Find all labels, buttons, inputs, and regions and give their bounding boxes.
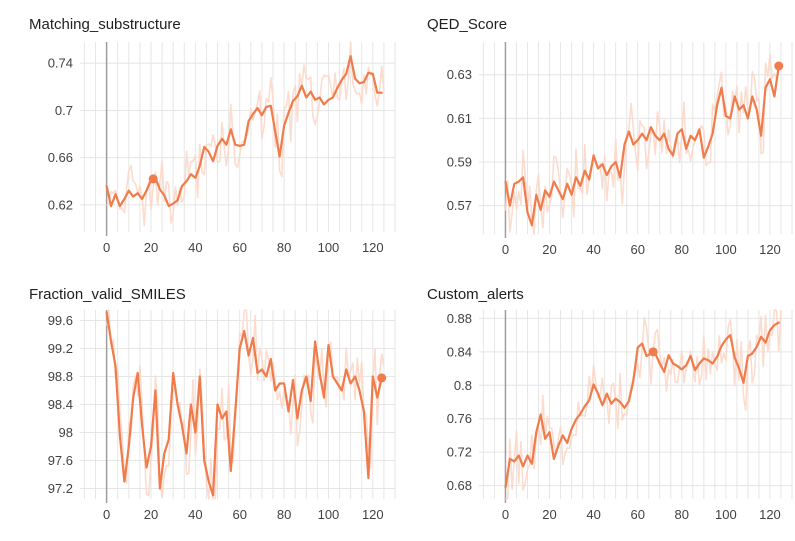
chart-svg: 0.74 0.7 0.66 0.62 0 20 40 60 80 100 120 [48,41,396,255]
y-tick-label: 98.4 [48,397,73,412]
x-tick-label: 40 [188,240,202,255]
y-tick-label: 0.57 [447,198,472,213]
y-tick-label: 0.8 [454,378,472,393]
x-tick-label: 60 [232,240,246,255]
x-tick-label: 0 [502,242,509,257]
x-tick-label: 60 [630,507,644,522]
y-tick-label: 98 [59,425,73,440]
chart-panel-qed-score: QED_Score 0.63 0.61 0.59 0.57 0 20 40 60 80 100 12… [397,0,794,270]
y-tick-label: 97.6 [48,453,73,468]
series-line [504,321,780,489]
y-tick-label: 0.66 [48,150,73,165]
x-tick-label: 80 [277,507,291,522]
x-tick-label: 80 [675,507,689,522]
x-tick-label: 100 [318,507,340,522]
y-tick-label: 0.63 [447,67,472,82]
data-point-marker [148,174,158,184]
y-tick-label: 0.62 [48,197,73,212]
x-tick-label: 100 [318,240,340,255]
chart-panel-fraction-valid-smiles: Fraction_valid_SMILES 99.6 99.2 98.8 98.4 98… [0,270,397,540]
x-tick-label: 100 [715,242,737,257]
x-tick-label: 100 [715,507,737,522]
data-point-marker [648,347,658,357]
x-tick-label: 120 [362,240,384,255]
y-tick-label: 0.84 [447,344,472,359]
y-tick-label: 0.74 [48,56,73,71]
y-tick-label: 99.2 [48,341,73,356]
x-tick-label: 20 [144,507,158,522]
x-tick-label: 80 [675,242,689,257]
x-tick-label: 0 [103,240,110,255]
y-tick-label: 0.68 [447,478,472,493]
data-point-marker [377,373,387,383]
x-tick-label: 0 [103,507,110,522]
y-tick-label: 0.72 [447,445,472,460]
x-tick-label: 80 [277,240,291,255]
y-tick-label: 0.7 [55,103,73,118]
chart-title: Fraction_valid_SMILES [29,286,186,303]
chart-svg: 99.6 99.2 98.8 98.4 98 97.6 97.2 0 20 40 60 80 100 12… [48,309,396,522]
x-tick-label: 20 [542,507,556,522]
x-tick-label: 0 [502,507,509,522]
x-tick-label: 60 [630,242,644,257]
y-tick-label: 97.2 [48,481,73,496]
x-tick-label: 120 [759,507,781,522]
series-line [504,64,780,227]
raw-series-line [505,309,782,500]
raw-series-line [504,53,782,235]
y-tick-label: 98.8 [48,369,73,384]
x-tick-label: 60 [232,507,246,522]
x-tick-label: 20 [144,240,158,255]
x-tick-label: 40 [586,242,600,257]
chart-title: QED_Score [427,16,508,33]
data-point-marker [774,61,784,71]
y-tick-label: 0.61 [447,111,472,126]
y-tick-label: 99.6 [48,313,73,328]
chart-title: Matching_substructure [29,16,181,33]
y-tick-label: 0.88 [447,311,472,326]
y-tick-label: 0.59 [447,155,472,170]
chart-panel-matching-substructure: Matching_substructure 0.74 0.7 0.66 0.62 0 20… [0,0,397,270]
series-line [105,310,383,497]
x-tick-label: 40 [188,507,202,522]
x-tick-label: 120 [759,242,781,257]
y-tick-label: 0.76 [447,411,472,426]
chart-panel-custom-alerts: Custom_alerts 0.88 0.84 0.8 0.76 0.72 0.68 0 20… [397,270,794,540]
chart-title: Custom_alerts [427,286,524,303]
x-tick-label: 120 [362,507,384,522]
x-tick-label: 20 [542,242,556,257]
chart-svg: 0.63 0.61 0.59 0.57 0 20 40 60 80 100 120 [447,42,793,257]
x-tick-label: 40 [586,507,600,522]
chart-svg: 0.88 0.84 0.8 0.76 0.72 0.68 0 20 40 60 80 100 120 [447,309,793,522]
